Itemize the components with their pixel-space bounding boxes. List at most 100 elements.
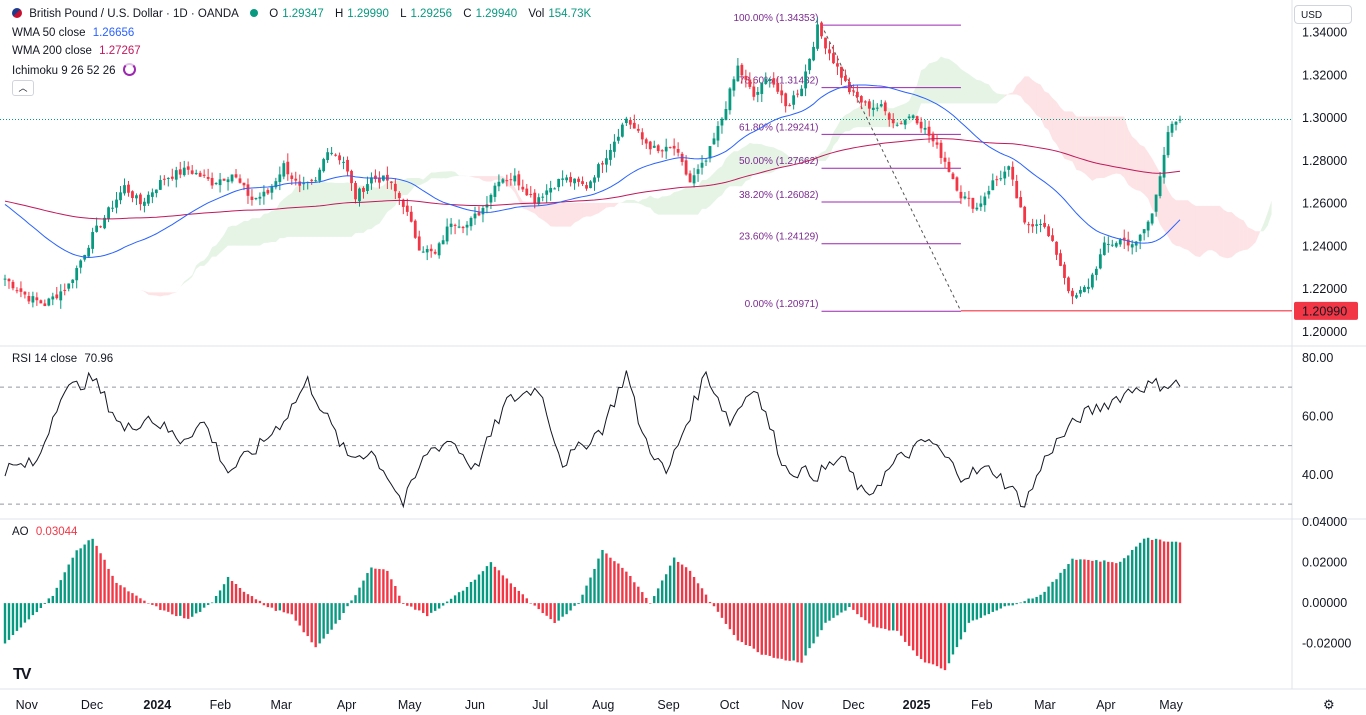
- ao-bar: [720, 603, 724, 618]
- ao-bar: [326, 603, 329, 634]
- ohlc-low: L 1.29256: [400, 8, 453, 20]
- ichimoku-cloud-segment: [439, 171, 444, 179]
- settings-icon[interactable]: ⚙: [1323, 697, 1335, 712]
- ichimoku-cloud-segment: [988, 84, 993, 104]
- ichimoku-cloud-segment: [1172, 196, 1177, 246]
- ao-bar: [899, 603, 903, 636]
- candle-body: [1015, 180, 1019, 199]
- ao-bar: [605, 553, 608, 604]
- ao-bar: [505, 578, 509, 604]
- ichimoku-cloud-segment: [1056, 101, 1061, 152]
- ao-bar: [776, 603, 779, 659]
- ohlc-open: O 1.29347: [269, 8, 324, 20]
- candle-body: [887, 113, 891, 120]
- ichimoku-cloud-segment: [467, 175, 472, 177]
- ao-bar: [736, 603, 740, 641]
- ao-bar: [1051, 581, 1054, 604]
- candle-body: [1118, 239, 1122, 245]
- ao-bar: [473, 579, 477, 604]
- candle-body: [915, 116, 919, 124]
- ao-bar: [489, 562, 493, 604]
- candle-body: [545, 190, 549, 195]
- ichimoku-cloud-segment: [737, 148, 742, 187]
- ao-bar: [1123, 558, 1126, 604]
- ao-bar: [242, 591, 246, 604]
- ichimoku-cloud-segment: [208, 247, 213, 262]
- candle-body: [286, 161, 290, 175]
- ao-bar: [302, 603, 305, 633]
- candle-body: [557, 178, 561, 188]
- ichimoku-cloud-segment: [905, 100, 910, 124]
- ichimoku-cloud-segment: [1247, 227, 1252, 250]
- ichimoku-cloud-segment: [960, 69, 965, 104]
- candle-body: [824, 37, 827, 49]
- ichimoku-cloud-segment: [228, 225, 233, 246]
- ichimoku-cloud-segment: [952, 61, 957, 104]
- ao-bar: [103, 559, 106, 604]
- currency-button[interactable]: USD: [1294, 5, 1352, 24]
- time-axis-tick: May: [1159, 698, 1183, 712]
- ao-bar: [1007, 603, 1010, 606]
- ao-bar: [79, 548, 82, 604]
- ao-bar: [314, 603, 317, 648]
- ichimoku-cloud-segment: [1239, 218, 1244, 252]
- ichimoku-cloud-segment: [1080, 116, 1085, 174]
- candle-body: [652, 145, 656, 148]
- ichimoku-cloud-segment: [1036, 82, 1041, 118]
- ao-bar: [1131, 549, 1134, 604]
- symbol-title[interactable]: British Pound / U.S. Dollar · 1D · OANDA: [29, 8, 239, 20]
- candle-body: [1007, 166, 1011, 170]
- ichimoku-cloud-segment: [945, 58, 949, 104]
- ichimoku-cloud-segment: [877, 105, 882, 128]
- ichimoku-cloud-segment: [156, 292, 161, 297]
- candle-body: [449, 223, 453, 227]
- candle-body: [1106, 243, 1110, 245]
- ao-bar: [529, 603, 532, 604]
- candle-body: [150, 192, 154, 197]
- ao-bar: [390, 579, 393, 604]
- ichimoku-cloud-segment: [307, 180, 312, 237]
- ichimoku-legend[interactable]: Ichimoku 9 26 52 26: [12, 63, 140, 77]
- ao-bar: [159, 603, 162, 610]
- ichimoku-cloud-segment: [1231, 212, 1236, 258]
- ao-bar: [856, 603, 859, 615]
- candle-body: [999, 178, 1003, 180]
- candle-body: [971, 197, 975, 209]
- ichimoku-cloud-segment: [968, 74, 973, 104]
- candle-body: [493, 185, 497, 197]
- candle-body: [111, 207, 114, 209]
- wma50-legend[interactable]: WMA 50 close 1.26656: [12, 27, 135, 39]
- ao-legend[interactable]: AO 0.03044: [12, 526, 78, 538]
- candle-body: [51, 296, 55, 300]
- wma200-legend[interactable]: WMA 200 close 1.27267: [12, 45, 141, 57]
- ao-bar: [346, 603, 349, 607]
- rsi-legend[interactable]: RSI 14 close 70.96: [12, 353, 114, 365]
- ao-bar: [135, 595, 138, 604]
- ao-bar: [1035, 596, 1038, 604]
- ao-bar: [521, 594, 524, 604]
- candle-body: [561, 178, 565, 180]
- ichimoku-cloud-segment: [741, 146, 746, 187]
- ao-bar: [597, 558, 600, 604]
- candle-body: [776, 82, 780, 92]
- candle-body: [1035, 224, 1039, 226]
- ao-bar: [497, 570, 501, 604]
- ao-bar: [1023, 601, 1026, 604]
- ao-bar: [445, 601, 449, 604]
- ichimoku-cloud-segment: [447, 171, 452, 179]
- ao-bar: [95, 545, 98, 604]
- ichimoku-cloud-segment: [299, 185, 304, 237]
- ichimoku-cloud-segment: [1072, 111, 1077, 170]
- candle-body: [851, 90, 855, 92]
- ao-bar: [896, 603, 899, 631]
- ohlc-close: C 1.29940: [463, 8, 518, 20]
- collapse-legend-button[interactable]: ︿: [12, 80, 34, 96]
- candle-body: [358, 188, 361, 202]
- ichimoku-cloud-segment: [534, 201, 539, 218]
- candle-body: [1083, 286, 1086, 293]
- candle-body: [186, 166, 190, 170]
- ichimoku-cloud-segment: [917, 70, 922, 115]
- candle-body: [7, 278, 11, 282]
- candle-body: [1094, 268, 1098, 275]
